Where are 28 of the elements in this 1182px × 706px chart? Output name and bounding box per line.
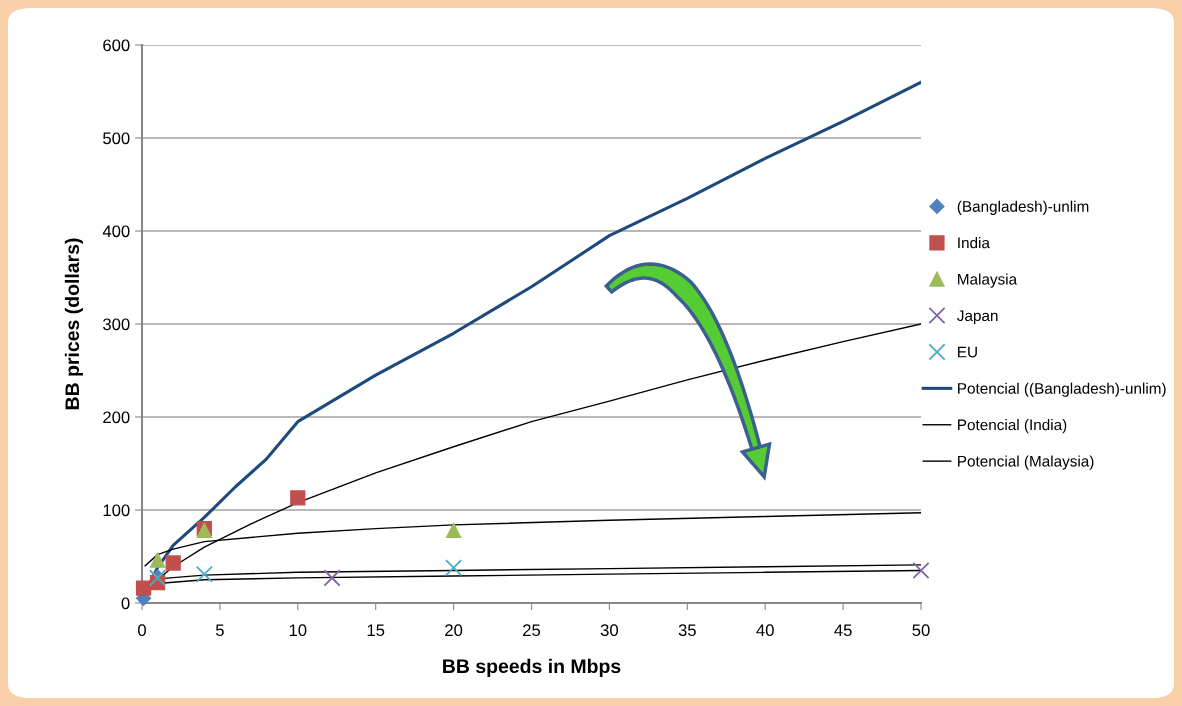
x-tick-label: 30	[600, 624, 619, 637]
y-tick-label: 600	[103, 39, 130, 52]
x-axis-title: BB speeds in Mbps	[443, 658, 621, 677]
legend-label: EU	[958, 346, 977, 358]
legend-label: Potencial ((Bangladesh)-unlim)	[958, 382, 1166, 397]
legend-label: India	[958, 237, 990, 249]
x-tick-label: 0	[138, 624, 146, 637]
x-tick-label: 5	[215, 624, 224, 637]
x-tick-label: 20	[445, 624, 463, 637]
x-tick-label: 25	[523, 624, 541, 637]
y-tick-label: 500	[103, 132, 130, 145]
y-tick-label: 400	[102, 225, 130, 238]
x-tick-label: 40	[756, 624, 774, 637]
legend-label: Potencial (India)	[958, 419, 1067, 434]
y-tick-label: 100	[103, 504, 130, 517]
legend-label: Potencial (Malaysia)	[958, 455, 1094, 470]
y-axis-title: BB prices (dollars)	[64, 238, 83, 410]
legend-label: Malaysia	[958, 273, 1018, 288]
x-tick-label: 45	[834, 624, 852, 637]
legend-label: Japan	[957, 310, 998, 325]
legend-label: (Bangladesh)-unlim	[957, 200, 1089, 215]
x-tick-label: 15	[367, 624, 385, 637]
y-tick-label: 0	[121, 597, 130, 610]
x-tick-label: 10	[289, 624, 307, 637]
x-tick-label: 50	[912, 624, 930, 637]
y-tick-label: 200	[103, 411, 130, 424]
x-tick-label: 35	[678, 624, 696, 637]
y-tick-label: 300	[103, 318, 130, 331]
